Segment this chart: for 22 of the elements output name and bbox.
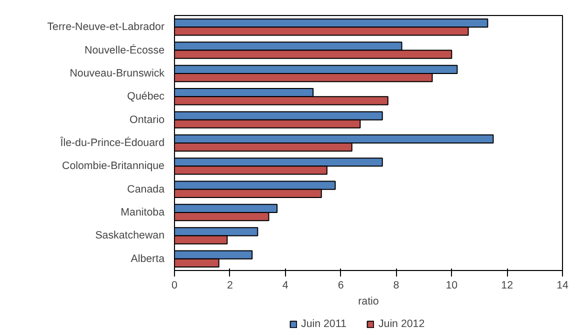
y-tick-label: Terre-Neuve-et-Labrador [47,21,165,34]
y-tick-label: Colombie-Britannique [62,160,165,172]
y-tick-label: Nouveau-Brunswick [70,67,166,80]
x-tick-label: 2 [226,280,233,292]
x-axis-title: ratio [358,296,379,308]
x-tick-label: 14 [556,280,568,292]
y-tick-label: Manitoba [120,206,165,219]
x-tick-label: 4 [282,280,288,292]
y-tick-label: Saskatchewan [95,230,165,242]
y-tick-label: Nouvelle-Écosse [84,43,165,56]
y-tick-label: Île-du-Prince-Édouard [59,136,165,149]
y-tick-label: Canada [127,183,165,196]
y-tick-label: Ontario [130,114,165,126]
x-tick-label: 0 [172,280,178,292]
y-tick-label: Québec [127,90,166,103]
y-tick-label: Alberta [130,252,165,265]
legend-label: Juin 2011 [301,318,346,330]
x-tick-label: 12 [501,280,514,292]
x-tick-label: 10 [446,280,458,292]
x-tick-label: 6 [338,280,344,292]
x-tick-label: 8 [393,280,400,292]
legend-label: Juin 2012 [378,318,425,330]
